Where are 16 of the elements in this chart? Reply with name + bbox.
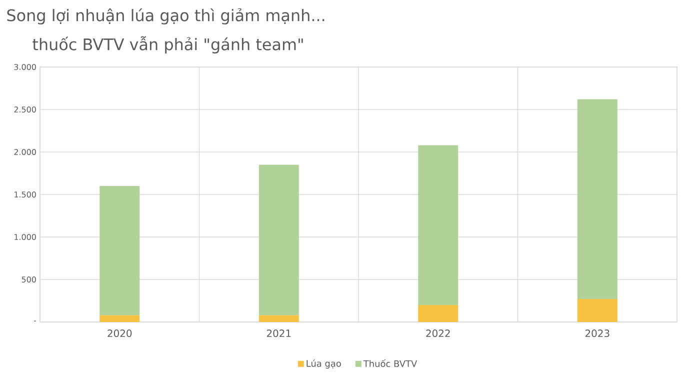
- bar: [258, 315, 299, 322]
- bar: [577, 299, 618, 322]
- legend-label: Lúa gạo: [306, 360, 341, 369]
- bar: [577, 99, 618, 300]
- bar: [100, 186, 140, 316]
- bar: [100, 315, 140, 322]
- chart-subtitle: thuốc BVTV vẫn phải "gánh team": [32, 36, 303, 54]
- bar: [258, 164, 299, 316]
- x-tick-label: 2020: [108, 330, 132, 338]
- x-tick-label: 2021: [266, 330, 291, 338]
- chart-title: Song lợi nhuận lúa gạo thì giảm mạnh...: [7, 8, 324, 24]
- bar: [418, 145, 458, 305]
- x-tick-label: 2022: [426, 330, 450, 338]
- bar: [418, 305, 458, 322]
- x-tick-label: 2023: [585, 330, 610, 338]
- legend-label: Thuốc BVTV: [363, 359, 418, 368]
